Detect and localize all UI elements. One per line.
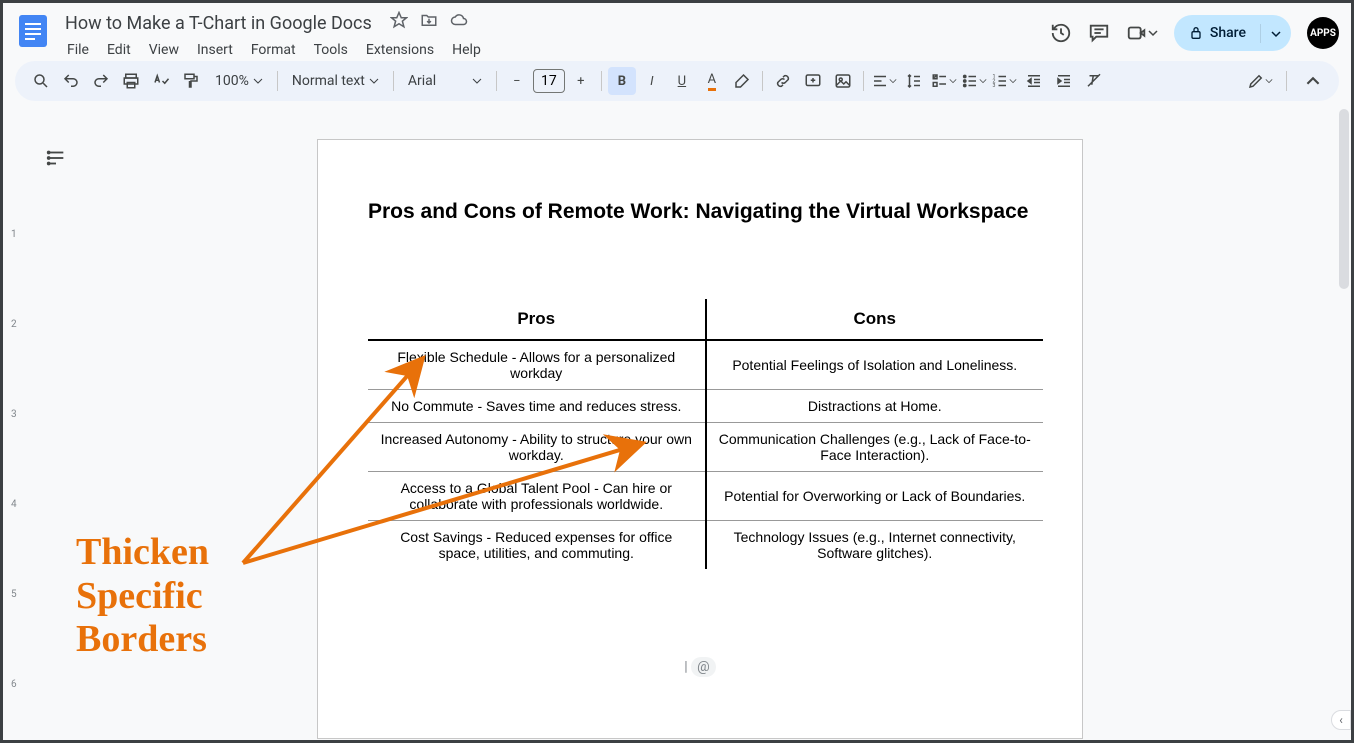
document-title[interactable]: How to Make a T-Chart in Google Docs — [59, 11, 378, 36]
move-icon[interactable] — [420, 11, 438, 33]
font-select[interactable]: Arial — [400, 73, 490, 89]
content-area: Pros and Cons of Remote Work: Navigating… — [31, 109, 1351, 740]
spellcheck-icon[interactable] — [147, 67, 175, 95]
decrease-indent-icon[interactable] — [1020, 67, 1048, 95]
t-chart-table[interactable]: Pros Cons Flexible Schedule - Allows for… — [368, 299, 1043, 569]
menu-extensions[interactable]: Extensions — [358, 38, 442, 62]
header-cons[interactable]: Cons — [706, 299, 1044, 340]
menu-file[interactable]: File — [59, 38, 97, 62]
increase-fontsize-icon[interactable]: + — [567, 67, 595, 95]
menu-bar: File Edit View Insert Format Tools Exten… — [59, 38, 1050, 62]
annotation-text: Thicken Specific Borders — [76, 531, 209, 662]
link-icon[interactable] — [769, 67, 797, 95]
cons-cell[interactable]: Technology Issues (e.g., Internet connec… — [706, 521, 1044, 570]
titlebar: How to Make a T-Chart in Google Docs Fil… — [3, 3, 1351, 61]
numbered-list-icon[interactable]: 123 — [990, 67, 1018, 95]
editing-mode-icon[interactable] — [1246, 67, 1274, 95]
svg-text:3: 3 — [992, 83, 995, 89]
decrease-fontsize-icon[interactable]: − — [503, 67, 531, 95]
pros-cell[interactable]: Access to a Global Talent Pool - Can hir… — [368, 472, 706, 521]
cloud-status-icon[interactable] — [450, 11, 468, 33]
menu-view[interactable]: View — [141, 38, 187, 62]
table-row[interactable]: Cost Savings - Reduced expenses for offi… — [368, 521, 1043, 570]
menu-insert[interactable]: Insert — [189, 38, 241, 62]
table-row[interactable]: Increased Autonomy - Ability to structur… — [368, 423, 1043, 472]
underline-icon[interactable]: U — [668, 67, 696, 95]
collapse-toolbar-icon[interactable] — [1299, 67, 1327, 95]
comments-icon[interactable] — [1088, 22, 1110, 44]
checklist-icon[interactable] — [930, 67, 958, 95]
text-color-icon[interactable]: A — [698, 67, 726, 95]
highlight-icon[interactable] — [728, 67, 756, 95]
redo-icon[interactable] — [87, 67, 115, 95]
cons-cell[interactable]: Potential Feelings of Isolation and Lone… — [706, 340, 1044, 390]
cons-cell[interactable]: Communication Challenges (e.g., Lack of … — [706, 423, 1044, 472]
titlebar-right: Share APPS — [1050, 15, 1339, 51]
docs-app-icon[interactable] — [15, 13, 51, 49]
history-icon[interactable] — [1050, 22, 1072, 44]
pros-cell[interactable]: Cost Savings - Reduced expenses for offi… — [368, 521, 706, 570]
clear-format-icon[interactable] — [1080, 67, 1108, 95]
menu-tools[interactable]: Tools — [306, 38, 356, 62]
add-comment-icon[interactable] — [799, 67, 827, 95]
menu-edit[interactable]: Edit — [99, 38, 139, 62]
cons-cell[interactable]: Potential for Overworking or Lack of Bou… — [706, 472, 1044, 521]
menu-format[interactable]: Format — [243, 38, 304, 62]
title-area: How to Make a T-Chart in Google Docs Fil… — [59, 11, 1050, 62]
bullet-list-icon[interactable] — [960, 67, 988, 95]
outline-toggle-icon[interactable] — [45, 147, 67, 173]
pros-cell[interactable]: Increased Autonomy - Ability to structur… — [368, 423, 706, 472]
vertical-scrollbar[interactable] — [1337, 109, 1351, 729]
cons-cell[interactable]: Distractions at Home. — [706, 390, 1044, 423]
meet-icon[interactable] — [1126, 22, 1158, 44]
share-button[interactable]: Share — [1174, 15, 1291, 51]
search-menus-icon[interactable] — [27, 67, 55, 95]
pros-cell[interactable]: Flexible Schedule - Allows for a persona… — [368, 340, 706, 390]
menu-help[interactable]: Help — [444, 38, 489, 62]
italic-icon[interactable]: I — [638, 67, 666, 95]
share-dropdown[interactable] — [1260, 24, 1291, 43]
zoom-select[interactable]: 100% — [207, 73, 271, 89]
table-row[interactable]: Access to a Global Talent Pool - Can hir… — [368, 472, 1043, 521]
vertical-ruler[interactable]: 1 2 3 4 5 6 — [3, 109, 31, 740]
header-pros[interactable]: Pros — [368, 299, 706, 340]
print-icon[interactable] — [117, 67, 145, 95]
undo-icon[interactable] — [57, 67, 85, 95]
font-size-input[interactable]: 17 — [533, 69, 565, 93]
table-row[interactable]: Flexible Schedule - Allows for a persona… — [368, 340, 1043, 390]
style-select[interactable]: Normal text — [284, 73, 387, 89]
document-page[interactable]: Pros and Cons of Remote Work: Navigating… — [317, 139, 1083, 739]
table-row[interactable]: No Commute - Saves time and reduces stre… — [368, 390, 1043, 423]
increase-indent-icon[interactable] — [1050, 67, 1078, 95]
bold-icon[interactable]: B — [608, 67, 636, 95]
side-panel-toggle-icon[interactable]: ‹ — [1331, 710, 1351, 730]
at-mention-hint[interactable]: | @ — [368, 659, 1032, 675]
insert-image-icon[interactable] — [829, 67, 857, 95]
line-spacing-icon[interactable] — [900, 67, 928, 95]
page-title[interactable]: Pros and Cons of Remote Work: Navigating… — [368, 200, 1032, 224]
toolbar: 100% Normal text Arial − 17 + B I U A 12… — [15, 61, 1339, 101]
scroll-thumb[interactable] — [1339, 109, 1349, 289]
pros-cell[interactable]: No Commute - Saves time and reduces stre… — [368, 390, 706, 423]
account-avatar[interactable]: APPS — [1307, 17, 1339, 49]
align-icon[interactable] — [870, 67, 898, 95]
star-icon[interactable] — [390, 11, 408, 33]
paint-format-icon[interactable] — [177, 67, 205, 95]
share-label: Share — [1210, 25, 1246, 41]
